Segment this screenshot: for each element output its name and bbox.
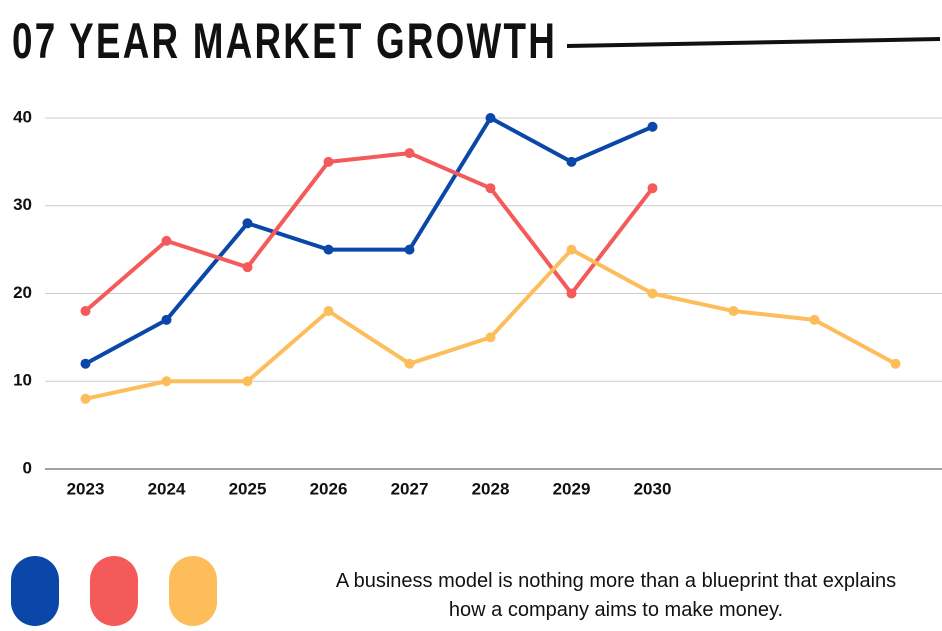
data-point <box>404 148 415 159</box>
data-point <box>80 306 91 317</box>
series-line <box>84 151 655 313</box>
data-point <box>323 156 334 167</box>
data-point <box>566 288 577 299</box>
x-tick-label: 2028 <box>472 479 510 498</box>
data-point <box>242 262 253 273</box>
data-point <box>242 376 253 387</box>
chart-title: 07 YEAR MARKET GROWTH <box>12 13 557 69</box>
data-point <box>161 376 172 387</box>
legend-swatch <box>169 556 217 626</box>
data-point <box>728 306 739 317</box>
data-point <box>647 288 658 299</box>
legend-swatch <box>90 556 138 626</box>
data-point <box>647 121 658 132</box>
x-tick-label: 2029 <box>553 479 591 498</box>
data-point <box>80 358 91 369</box>
data-point <box>404 358 415 369</box>
data-point <box>161 314 172 325</box>
data-point <box>890 358 901 369</box>
x-tick-label: 2030 <box>634 479 672 498</box>
y-tick-label: 20 <box>13 283 32 302</box>
x-tick-label: 2027 <box>391 479 429 498</box>
data-point <box>566 156 577 167</box>
data-point <box>161 235 172 246</box>
data-point <box>80 393 91 404</box>
x-tick-label: 2025 <box>229 479 267 498</box>
data-point <box>485 183 496 194</box>
legend-swatch <box>11 556 59 626</box>
series-line <box>84 116 654 366</box>
title-rule <box>566 37 941 48</box>
x-tick-label: 2024 <box>148 479 186 498</box>
data-point <box>809 314 820 325</box>
data-point <box>485 113 496 123</box>
data-point <box>485 332 496 343</box>
data-point <box>242 218 253 229</box>
y-tick-label: 0 <box>23 458 32 477</box>
data-point <box>647 183 658 194</box>
y-tick-label: 40 <box>13 107 32 126</box>
caption: A business model is nothing more than a … <box>335 570 897 621</box>
x-tick-label: 2026 <box>310 479 348 498</box>
data-point <box>404 244 415 255</box>
data-point <box>323 244 334 255</box>
x-tick-label: 2023 <box>67 479 105 498</box>
data-point <box>566 244 577 255</box>
y-tick-label: 30 <box>13 195 32 214</box>
data-point <box>323 306 334 317</box>
y-tick-label: 10 <box>13 371 32 390</box>
